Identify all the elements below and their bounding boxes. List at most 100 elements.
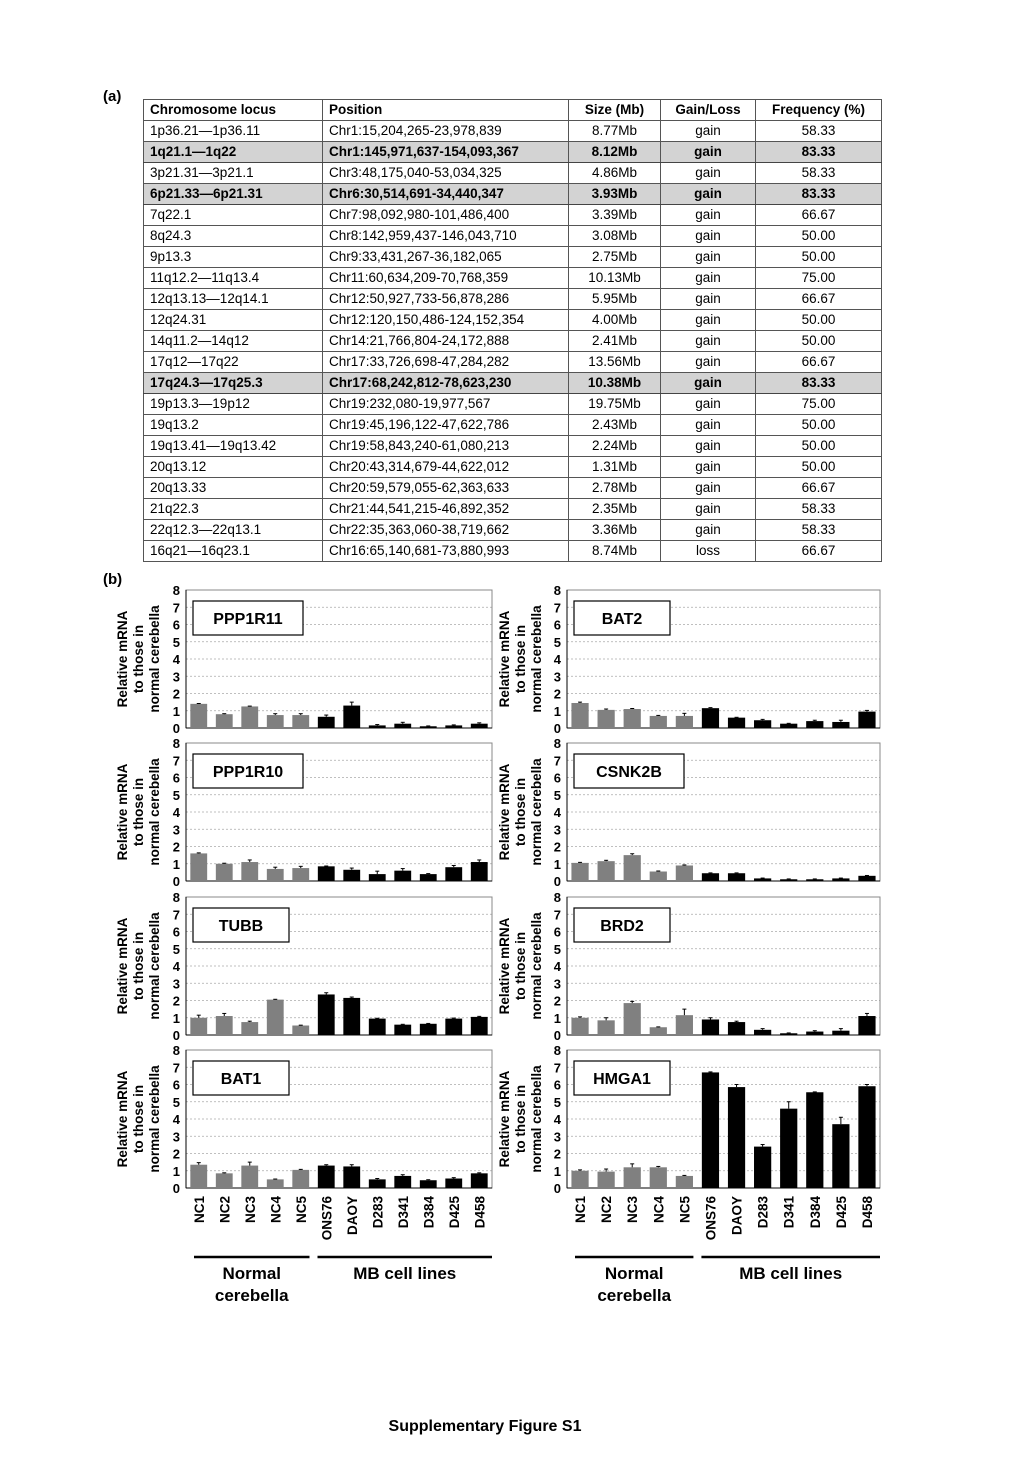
bar-d425 bbox=[832, 878, 850, 881]
y-axis-label: normal cerebella bbox=[147, 605, 162, 713]
cell-size: 2.43Mb bbox=[568, 414, 661, 436]
y-tick-label: 2 bbox=[554, 687, 561, 702]
y-axis-label: to those in bbox=[513, 625, 528, 693]
bar-d384 bbox=[806, 1092, 824, 1188]
panel-a-label: (a) bbox=[103, 88, 122, 105]
bar-nc1 bbox=[190, 1164, 208, 1188]
cell-position: Chr19:232,080-19,977,567 bbox=[322, 393, 569, 415]
x-tick-label: DAOY bbox=[345, 1196, 360, 1235]
header-chromosome-locus: Chromosome locus bbox=[143, 99, 323, 121]
header-frequency: Frequency (%) bbox=[755, 99, 882, 121]
bar-nc2 bbox=[215, 1016, 233, 1035]
gene-label-box bbox=[573, 907, 671, 943]
bar-nc1 bbox=[190, 703, 208, 728]
y-tick-label: 5 bbox=[554, 1095, 561, 1110]
y-tick-label: 7 bbox=[554, 600, 561, 615]
bar-d384 bbox=[806, 879, 824, 881]
table-row: 12q24.31 Chr12:120,150,486-124,152,354 4.0… bbox=[143, 309, 882, 331]
cell-gain-loss: gain bbox=[660, 246, 756, 268]
cell-locus: 22q12.3—22q13.1 bbox=[143, 519, 323, 541]
table-row: 1p36.21—1p36.11 Chr1:15,204,265-23,978,83… bbox=[143, 120, 882, 142]
cell-size: 3.39Mb bbox=[568, 204, 661, 226]
cell-gain-loss: gain bbox=[660, 120, 756, 142]
cell-locus: 9p13.3 bbox=[143, 246, 323, 268]
bar-d384 bbox=[419, 1180, 437, 1188]
bar-d384 bbox=[806, 1031, 824, 1035]
gene-label-box bbox=[573, 753, 685, 789]
y-axis-label: normal cerebella bbox=[529, 605, 544, 713]
cell-gain-loss: gain bbox=[660, 372, 756, 394]
table-row: 1q21.1—1q22 Chr1:145,971,637-154,093,367 8… bbox=[143, 141, 882, 163]
bar-ons76 bbox=[701, 708, 720, 728]
y-tick-label: 0 bbox=[173, 1181, 180, 1196]
bar-d341 bbox=[780, 1108, 798, 1188]
cell-position: Chr12:120,150,486-124,152,354 bbox=[322, 309, 569, 331]
bar-d458 bbox=[858, 875, 876, 881]
x-tick-label: D341 bbox=[396, 1196, 411, 1229]
bar-d425 bbox=[832, 1124, 850, 1188]
cell-frequency: 75.00 bbox=[755, 267, 882, 289]
bar-d425 bbox=[445, 867, 463, 881]
cell-locus: 6p21.33—6p21.31 bbox=[143, 183, 323, 205]
y-tick-label: 6 bbox=[554, 771, 561, 786]
y-axis-label: to those in bbox=[513, 932, 528, 1000]
cell-gain-loss: loss bbox=[660, 540, 756, 562]
table-row: 3p21.31—3p21.1 Chr3:48,175,040-53,034,325… bbox=[143, 162, 882, 184]
cell-position: Chr17:68,242,812-78,623,230 bbox=[322, 372, 569, 394]
cell-gain-loss: gain bbox=[660, 456, 756, 478]
group-label: Normal bbox=[222, 1264, 281, 1283]
cell-frequency: 66.67 bbox=[755, 204, 882, 226]
table-row: 21q22.3 Chr21:44,541,215-46,892,352 2.35Mb… bbox=[143, 498, 882, 520]
table-row: 11q12.2—11q13.4 Chr11:60,634,209-70,768,3… bbox=[143, 267, 882, 289]
y-tick-label: 8 bbox=[173, 1043, 180, 1058]
y-tick-label: 2 bbox=[173, 994, 180, 1009]
y-tick-label: 2 bbox=[173, 840, 180, 855]
x-tick-label: NC4 bbox=[651, 1196, 666, 1223]
y-tick-label: 3 bbox=[173, 822, 180, 837]
gene-label: CSNK2B bbox=[596, 764, 662, 781]
cell-position: Chr8:142,959,437-146,043,710 bbox=[322, 225, 569, 247]
bar-nc4 bbox=[266, 1179, 284, 1188]
group-label: Normal bbox=[605, 1264, 664, 1283]
bar-nc4 bbox=[649, 1167, 667, 1188]
bar-d341 bbox=[394, 723, 412, 728]
x-tick-label: NC3 bbox=[625, 1196, 640, 1223]
bar-nc1 bbox=[571, 1170, 589, 1188]
bar-ons76 bbox=[701, 873, 720, 881]
bar-d384 bbox=[419, 1023, 437, 1035]
cell-size: 2.35Mb bbox=[568, 498, 661, 520]
y-tick-label: 3 bbox=[554, 1129, 561, 1144]
y-tick-label: 6 bbox=[173, 618, 180, 633]
cell-locus: 12q13.13—12q14.1 bbox=[143, 288, 323, 310]
cell-locus: 19p13.3—19p12 bbox=[143, 393, 323, 415]
cell-position: Chr19:58,843,240-61,080,213 bbox=[322, 435, 569, 457]
bar-nc5 bbox=[675, 1175, 693, 1188]
y-tick-label: 4 bbox=[173, 652, 181, 667]
cell-position: Chr3:48,175,040-53,034,325 bbox=[322, 162, 569, 184]
table-header-row: Chromosome locus Position Size (Mb) Gain… bbox=[143, 99, 882, 121]
y-axis-label: to those in bbox=[513, 778, 528, 846]
y-tick-label: 7 bbox=[554, 1060, 561, 1075]
bar-ons76 bbox=[317, 994, 335, 1035]
bar-d425 bbox=[445, 1018, 463, 1035]
y-tick-label: 7 bbox=[554, 907, 561, 922]
bar-nc3 bbox=[623, 709, 641, 728]
gene-label: PPP1R10 bbox=[213, 764, 283, 781]
cell-locus: 20q13.33 bbox=[143, 477, 323, 499]
cell-size: 8.12Mb bbox=[568, 141, 661, 163]
cell-frequency: 50.00 bbox=[755, 456, 882, 478]
bar-nc3 bbox=[241, 706, 259, 728]
x-tick-label: DAOY bbox=[730, 1196, 745, 1235]
cell-position: Chr19:45,196,122-47,622,786 bbox=[322, 414, 569, 436]
bar-nc1 bbox=[571, 702, 589, 728]
y-tick-label: 7 bbox=[173, 753, 180, 768]
y-tick-label: 5 bbox=[173, 942, 180, 957]
cell-size: 3.36Mb bbox=[568, 519, 661, 541]
table-row: 22q12.3—22q13.1 Chr22:35,363,060-38,719,6… bbox=[143, 519, 882, 541]
cell-locus: 19q13.2 bbox=[143, 414, 323, 436]
cell-position: Chr1:145,971,637-154,093,367 bbox=[322, 141, 569, 163]
y-tick-label: 6 bbox=[554, 925, 561, 940]
cell-frequency: 50.00 bbox=[755, 330, 882, 352]
y-tick-label: 0 bbox=[173, 721, 180, 736]
y-tick-label: 8 bbox=[554, 736, 561, 751]
